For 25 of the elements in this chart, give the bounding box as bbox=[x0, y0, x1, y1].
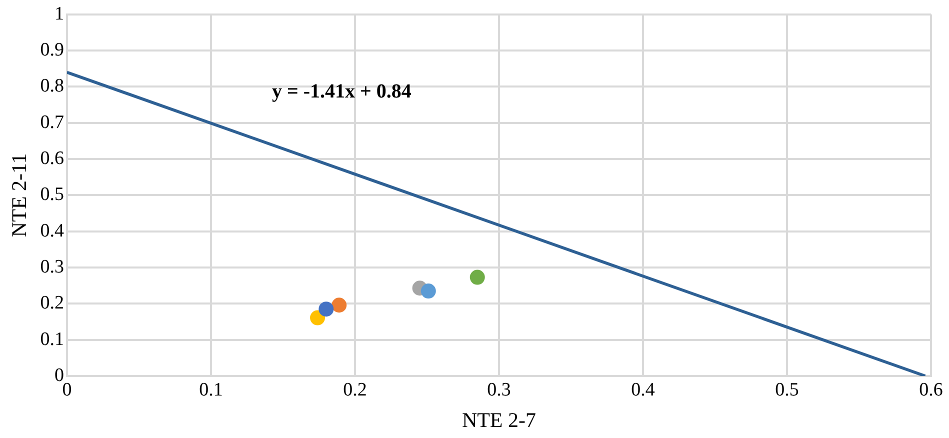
y-tick-label: 0.2 bbox=[40, 292, 64, 314]
point bbox=[470, 270, 485, 285]
x-tick-label: 0.1 bbox=[199, 379, 223, 400]
y-tick-label: 0.9 bbox=[40, 40, 64, 61]
y-axis-title: NTE 2-11 bbox=[7, 153, 32, 238]
point bbox=[332, 298, 347, 313]
y-tick-label: 0.6 bbox=[40, 148, 64, 170]
x-tick-label: 0.4 bbox=[631, 379, 656, 400]
y-tick-label: 0.4 bbox=[40, 220, 64, 242]
point bbox=[420, 284, 436, 299]
x-axis-title: NTE 2-7 bbox=[462, 408, 536, 432]
y-tick-label: 0.7 bbox=[40, 112, 64, 133]
y-tick-label: 0.1 bbox=[40, 328, 64, 350]
y-tick-label: 1 bbox=[54, 3, 64, 24]
point bbox=[318, 302, 334, 317]
y-tick-label: 0.5 bbox=[40, 184, 64, 206]
x-tick-label: 0.2 bbox=[343, 379, 367, 400]
point bbox=[310, 310, 326, 326]
x-tick-label: 0.5 bbox=[775, 379, 799, 400]
x-tick-label: 0.3 bbox=[487, 379, 511, 400]
annotation: y = -1.41x + 0.84 bbox=[272, 80, 412, 103]
y-tick-label: 0.8 bbox=[40, 76, 64, 97]
y-tick-label: 0 bbox=[54, 364, 64, 386]
y-tick-label: 0.3 bbox=[40, 256, 64, 278]
x-tick-label: 0.6 bbox=[919, 379, 943, 400]
